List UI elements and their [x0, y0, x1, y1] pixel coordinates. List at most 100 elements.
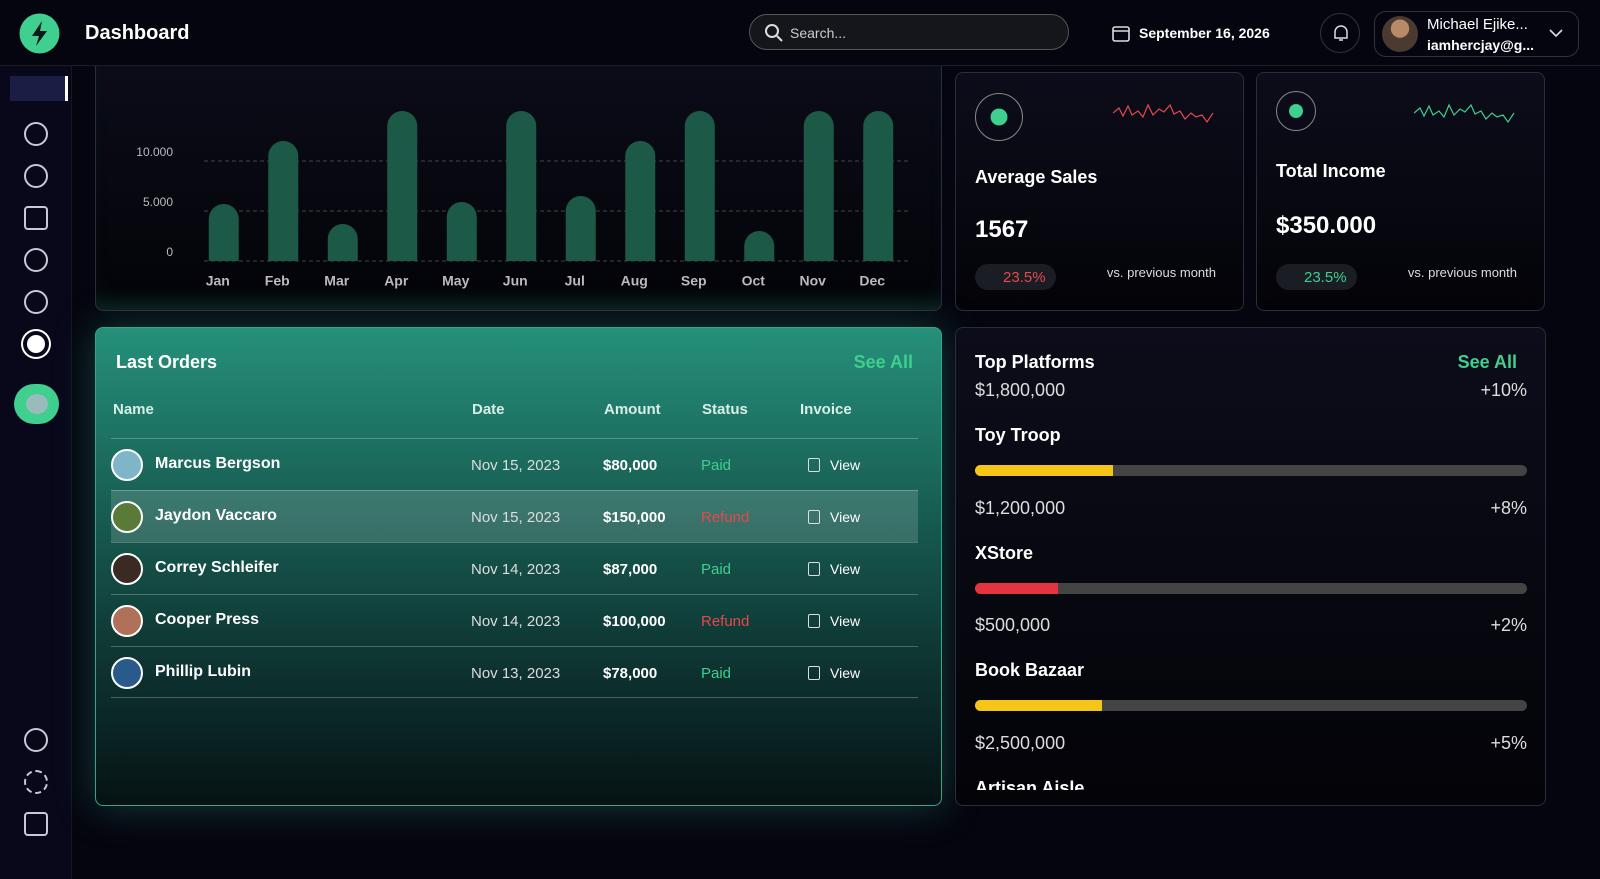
bar [506, 111, 537, 262]
progress-track [975, 582, 1527, 594]
x-tick-label: Oct [742, 273, 766, 289]
nav-users[interactable] [24, 164, 48, 188]
last-orders-card: Last Orders See All Name Date Amount Status… [95, 327, 942, 806]
invoice-link[interactable]: View [830, 665, 861, 681]
sparkline [1113, 103, 1214, 124]
change-value: 23.5% [1304, 269, 1347, 286]
bar [863, 111, 894, 262]
order-amount: $80,000 [603, 457, 658, 474]
bar [684, 111, 715, 262]
chevron [1549, 29, 1563, 38]
platform-name: XStore [975, 542, 1034, 563]
search-icon [765, 24, 783, 42]
stat-change: 23.5% [975, 264, 1056, 290]
invoice-link[interactable]: View [830, 509, 861, 525]
user-menu[interactable]: Michael Ejike... iamhercjay@g... [1374, 11, 1579, 57]
stat-icon [975, 93, 1023, 141]
orders-see-all[interactable]: See All [853, 352, 913, 372]
bar [208, 204, 239, 261]
sparkline-path [1414, 103, 1515, 124]
bar [744, 231, 775, 261]
nav-settings[interactable] [24, 770, 48, 794]
x-tick-label: Aug [621, 273, 648, 289]
order-row: Cooper Press Nov 14, 2023 $100,000 Refund Vi… [111, 594, 918, 646]
y-tick-label: 10.000 [136, 145, 173, 159]
header: Dashboard Search... September 16, 2026 M… [0, 0, 1600, 66]
x-tick-label: Feb [265, 273, 290, 289]
notifications[interactable] [1320, 13, 1360, 53]
order-amount: $78,000 [603, 665, 658, 682]
platform-change: +2% [1490, 615, 1527, 635]
y-tick-label: 5.000 [143, 195, 173, 209]
top-platforms-card: Top Platforms See All $1,800,000 +10% Toy … [955, 327, 1546, 806]
bar [327, 224, 358, 261]
avatar [111, 553, 143, 585]
platforms-title: Top Platforms [975, 352, 1095, 372]
moon-icon [26, 394, 48, 414]
x-tick-label: Jun [503, 273, 528, 289]
platform-amount: $1,800,000 [975, 380, 1066, 400]
sidebar [0, 66, 72, 879]
order-date: Nov 13, 2023 [471, 665, 561, 682]
bar [625, 141, 656, 261]
orders-title: Last Orders [116, 352, 218, 372]
order-status: Paid [701, 457, 732, 474]
search-box[interactable]: Search... [749, 14, 1069, 50]
order-row: Phillip Lubin Nov 13, 2023 $78,000 Paid View [111, 646, 918, 698]
invoice-link[interactable]: View [830, 457, 861, 473]
stat-change: 23.5% [1276, 264, 1357, 290]
stat-title: Total Income [1276, 161, 1386, 181]
order-row: Marcus Bergson Nov 15, 2023 $80,000 Paid Vie… [111, 438, 918, 490]
invoice-icon [808, 510, 820, 524]
invoice-link[interactable]: View [830, 613, 861, 629]
stat-icon [1276, 91, 1316, 131]
platform-amount: $2,500,000 [975, 732, 1066, 753]
column-header: Invoice [800, 401, 852, 418]
progress-bar [975, 700, 1102, 711]
avatar [111, 449, 143, 481]
progress-track [975, 465, 1527, 476]
dark-mode-toggle[interactable] [14, 384, 59, 424]
nav-discounts[interactable] [24, 248, 48, 272]
nav-analytics[interactable] [24, 122, 48, 146]
column-header: Name [113, 401, 154, 418]
nav-products[interactable] [24, 206, 48, 230]
light-mode[interactable] [27, 335, 45, 353]
order-amount: $100,000 [603, 613, 666, 630]
nav-dashboard[interactable] [10, 76, 68, 101]
nav-logout[interactable] [24, 812, 48, 836]
invoice-link[interactable]: View [830, 561, 861, 577]
order-amount: $87,000 [603, 561, 658, 578]
change-value: 23.5% [1003, 269, 1046, 286]
platform-change: +8% [1490, 497, 1527, 518]
platform-amount: $1,200,000 [975, 497, 1066, 518]
bar [387, 111, 418, 262]
x-tick-label: Nov [800, 273, 827, 289]
stat-note: vs. previous month [1106, 265, 1216, 280]
invoice-icon [808, 458, 820, 472]
column-header: Status [702, 401, 748, 418]
stat-value: $350.000 [1276, 212, 1377, 239]
bell-icon [1334, 25, 1348, 41]
logo[interactable] [19, 13, 60, 54]
progress-bar [975, 465, 1113, 476]
invoice-icon [808, 614, 820, 628]
platform-change: +10% [1480, 380, 1527, 400]
x-tick-label: Jan [206, 273, 230, 289]
invoice-icon [808, 562, 820, 576]
order-date: Nov 14, 2023 [471, 561, 561, 578]
bar [565, 196, 596, 261]
sparkline [1414, 103, 1515, 124]
bar [268, 141, 299, 261]
platforms-see-all[interactable]: See All [1457, 352, 1517, 372]
calendar-icon [1112, 26, 1130, 42]
nav-alerts[interactable] [24, 290, 48, 314]
nav-forward[interactable] [24, 728, 48, 752]
chart-clip: 0 5.000 10.000 Jan Feb Mar Apr May Jun Jul Aug Sep O… [95, 66, 942, 311]
customer-name: Cooper Press [155, 611, 260, 628]
avatar [111, 501, 143, 533]
customer-name: Phillip Lubin [155, 663, 251, 680]
bar [446, 202, 477, 261]
x-tick-label: Sep [681, 273, 707, 289]
